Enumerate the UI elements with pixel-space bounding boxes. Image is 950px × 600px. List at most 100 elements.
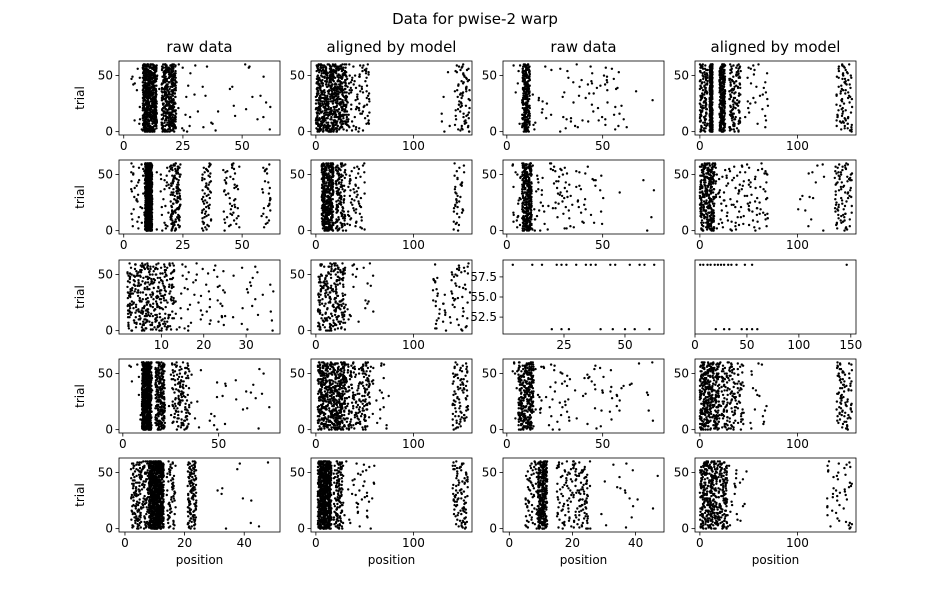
spike-point [204,167,208,171]
spike-point [534,218,537,221]
spike-point [202,166,205,169]
spike-point [160,205,163,209]
y-tick-label: 50 [98,168,113,182]
spike-point [166,121,169,124]
spike-point [320,217,324,220]
spike-point [350,89,353,92]
spike-point [737,129,740,132]
spike-point [341,229,345,232]
spike-point [332,119,335,122]
spike-point [327,92,330,95]
spike-point [839,90,843,93]
spike-point [456,176,459,180]
spike-point [160,65,164,68]
spike-point [364,72,368,75]
spike-point [350,120,354,123]
spike-point [706,68,709,72]
spike-point [232,162,235,165]
spike-point [752,73,756,76]
spike-point [361,110,365,113]
spike-point [700,81,704,84]
spike-point [200,198,204,201]
spike-point [835,124,838,128]
spike-point [360,87,364,91]
spike-point [462,164,466,167]
spike-point [340,183,343,186]
spike-point [754,101,757,104]
spike-point [352,188,355,191]
spike-point [164,75,167,78]
spike-point [336,225,339,228]
spike-point [338,181,341,184]
spike-point [137,227,140,230]
spike-point [344,163,347,166]
x-tick-label: 50 [234,238,249,252]
spike-point [315,77,319,81]
spike-point [164,227,168,230]
spike-point [765,72,769,75]
spike-point [729,77,732,81]
spike-point [581,220,584,223]
spike-point [267,219,271,222]
spike-point [209,218,213,221]
spike-point [344,173,348,176]
spike-point [201,173,204,176]
spike-point [344,87,347,91]
spike-point [764,119,768,122]
spike-point [160,90,163,93]
spike-point [332,99,335,102]
spike-point [178,175,181,178]
spike-point [527,104,530,108]
spike-points [314,63,471,133]
spike-point [761,93,764,96]
spike-point [172,105,176,109]
spike-point [518,223,522,227]
spike-point [201,85,204,89]
spike-point [336,124,339,128]
spike-point [698,102,702,105]
spike-point [457,65,461,68]
spike-point [340,165,343,168]
spike-point [261,191,265,194]
spike-point [332,68,335,72]
spike-point [340,105,343,109]
spike-point [348,74,351,77]
spike-point [343,103,346,106]
spike-point [316,99,319,102]
spike-point [703,81,706,84]
spike-point [236,188,240,191]
spike-point [841,120,845,123]
spike-point [848,101,851,104]
spike-point [460,104,464,108]
spike-point [578,85,581,89]
spike-point [356,95,359,99]
spike-point [137,179,141,182]
spike-point [758,94,762,98]
spike-point [161,229,164,232]
spike-point [731,87,734,91]
spike-point [354,183,357,186]
spike-point [358,204,362,208]
spike-point [223,229,226,232]
spike-point [146,99,150,102]
spike-point [565,118,568,121]
spike-point [844,68,847,72]
spike-point [440,120,444,123]
spike-point [326,94,329,98]
spike-point [327,121,330,124]
spike-point [354,176,358,180]
spike-point [345,115,349,119]
spike-point [141,109,145,112]
spike-point [233,205,237,209]
spike-point [344,78,347,82]
spike-point [358,84,361,87]
spike-point [744,115,747,119]
spike-point [516,82,519,85]
spike-point [460,211,464,214]
spike-point [518,64,522,67]
spike-point [732,105,735,109]
spike-point [559,67,562,71]
spike-point [146,118,150,121]
spike-point [572,101,575,104]
spike-point [268,163,271,166]
